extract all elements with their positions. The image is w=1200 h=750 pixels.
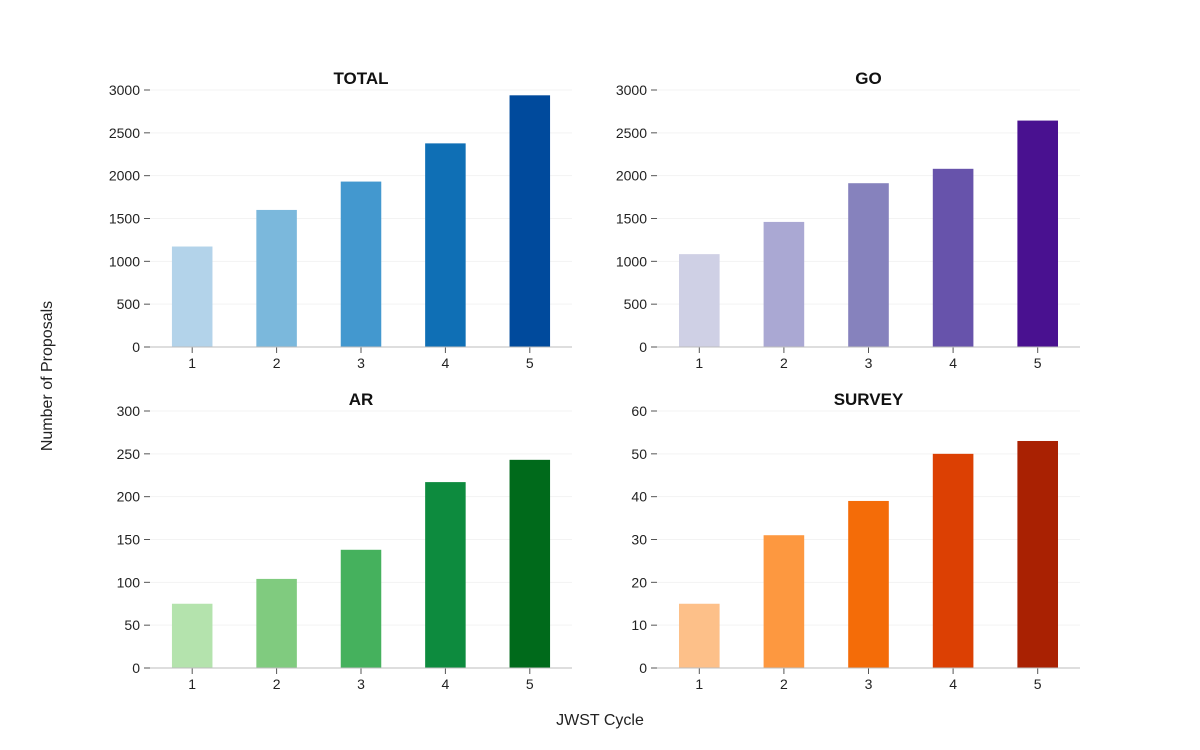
x-tick-label: 2 bbox=[780, 355, 788, 371]
y-axis-label: Number of Proposals bbox=[39, 301, 56, 451]
bar bbox=[340, 549, 382, 668]
bar bbox=[509, 459, 551, 668]
bar bbox=[1017, 440, 1059, 668]
bar bbox=[678, 603, 720, 668]
y-tick-label: 0 bbox=[132, 339, 140, 355]
x-tick-label: 5 bbox=[526, 676, 534, 692]
y-tick-label: 2000 bbox=[109, 168, 140, 184]
y-tick-label: 200 bbox=[117, 489, 141, 505]
y-tick-label: 100 bbox=[117, 574, 141, 590]
chart-panel: SURVEY 0 10 20 30 40 50 60 1 2 3 4 5 bbox=[631, 390, 1080, 692]
x-tick-label: 5 bbox=[526, 355, 534, 371]
y-tick-label: 1000 bbox=[109, 253, 140, 269]
x-tick-label: 3 bbox=[357, 676, 365, 692]
panel-title: SURVEY bbox=[834, 390, 904, 409]
panel-title: AR bbox=[349, 390, 374, 409]
bar bbox=[763, 535, 805, 668]
chart-panel: TOTAL 0 500 1000 1500 2000 2500 3000 1 2 3 4 5 bbox=[109, 69, 572, 371]
bar bbox=[932, 453, 974, 668]
x-tick-label: 4 bbox=[949, 355, 957, 371]
x-tick-label: 3 bbox=[865, 355, 873, 371]
bar bbox=[763, 221, 805, 347]
x-tick-label: 1 bbox=[695, 355, 703, 371]
y-tick-label: 50 bbox=[631, 446, 647, 462]
bar bbox=[256, 578, 297, 668]
y-tick-label: 0 bbox=[639, 339, 647, 355]
y-tick-label: 300 bbox=[117, 403, 141, 419]
y-tick-label: 2500 bbox=[109, 125, 140, 141]
x-tick-label: 1 bbox=[695, 676, 703, 692]
bar bbox=[425, 482, 466, 668]
panel-title: TOTAL bbox=[333, 69, 388, 88]
y-tick-label: 1000 bbox=[616, 253, 647, 269]
bar bbox=[678, 254, 720, 347]
bar bbox=[848, 500, 889, 668]
x-axis-label: JWST Cycle bbox=[556, 712, 644, 729]
x-tick-label: 2 bbox=[273, 355, 281, 371]
x-tick-label: 1 bbox=[188, 676, 196, 692]
y-tick-label: 1500 bbox=[109, 211, 140, 227]
y-tick-label: 50 bbox=[124, 617, 140, 633]
x-tick-label: 2 bbox=[273, 676, 281, 692]
y-tick-label: 150 bbox=[117, 532, 141, 548]
bar bbox=[171, 603, 213, 668]
y-tick-label: 0 bbox=[132, 660, 140, 676]
x-tick-label: 5 bbox=[1034, 676, 1042, 692]
y-tick-label: 1500 bbox=[616, 211, 647, 227]
x-tick-label: 3 bbox=[865, 676, 873, 692]
y-tick-label: 3000 bbox=[616, 82, 647, 98]
chart-panel: AR 0 50 100 150 200 250 300 1 2 3 4 5 bbox=[117, 390, 572, 692]
bar bbox=[1017, 120, 1059, 347]
y-tick-label: 10 bbox=[631, 617, 647, 633]
y-tick-label: 30 bbox=[631, 532, 647, 548]
x-tick-label: 4 bbox=[442, 676, 450, 692]
bar bbox=[256, 209, 297, 347]
y-tick-label: 2000 bbox=[616, 168, 647, 184]
y-tick-label: 0 bbox=[639, 660, 647, 676]
y-tick-label: 500 bbox=[117, 296, 141, 312]
x-tick-label: 2 bbox=[780, 676, 788, 692]
y-tick-label: 2500 bbox=[616, 125, 647, 141]
bar bbox=[848, 183, 889, 347]
bar bbox=[340, 181, 382, 347]
x-tick-label: 1 bbox=[188, 355, 196, 371]
bar bbox=[932, 168, 974, 347]
x-tick-label: 4 bbox=[949, 676, 957, 692]
bar bbox=[171, 246, 213, 347]
y-tick-label: 40 bbox=[631, 489, 647, 505]
y-tick-label: 250 bbox=[117, 446, 141, 462]
x-tick-label: 5 bbox=[1034, 355, 1042, 371]
panel-title: GO bbox=[855, 69, 881, 88]
bar bbox=[425, 143, 466, 347]
y-tick-label: 20 bbox=[631, 574, 647, 590]
y-tick-label: 60 bbox=[631, 403, 647, 419]
y-tick-label: 500 bbox=[624, 296, 648, 312]
x-tick-label: 3 bbox=[357, 355, 365, 371]
y-tick-label: 3000 bbox=[109, 82, 140, 98]
x-tick-label: 4 bbox=[442, 355, 450, 371]
bar bbox=[509, 95, 551, 347]
chart-panel: GO 0 500 1000 1500 2000 2500 3000 1 2 3 4 5 bbox=[616, 69, 1080, 371]
